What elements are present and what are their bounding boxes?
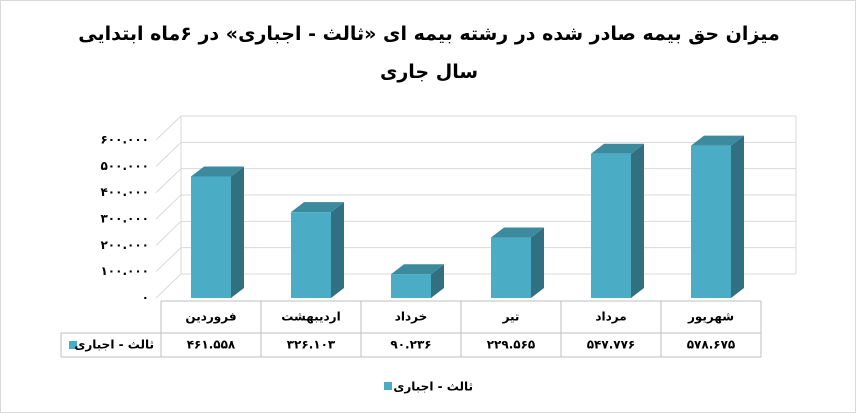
table-value: ۵۴۷.۷۷۶ (587, 338, 636, 352)
bar-side (331, 202, 344, 298)
bar-top (491, 227, 544, 238)
y-tick-label: ۲۰۰.۰۰۰ (100, 238, 149, 252)
x-tick-label: تیر (502, 310, 520, 324)
bar-side (631, 143, 644, 298)
table-value: ۹۰.۲۳۶ (390, 338, 431, 352)
table-series-name: ثالث - اجباری (74, 338, 154, 352)
bar (691, 145, 731, 298)
bar-top (591, 143, 644, 154)
y-tick-label: ۳۰۰.۰۰۰ (100, 212, 149, 226)
grid-line (155, 115, 796, 141)
bar (591, 153, 631, 298)
table-value: ۴۶۱.۵۵۸ (187, 338, 236, 352)
legend-key (384, 382, 392, 390)
x-tick-label: شهریور (687, 310, 734, 325)
bar-top (391, 264, 444, 275)
y-tick-label: ۰ (142, 291, 149, 305)
bar-side (231, 166, 244, 298)
bar-side (731, 135, 744, 298)
table-value: ۲۲۹.۵۶۵ (487, 338, 536, 352)
bar-top (691, 135, 744, 146)
y-tick-label: ۶۰۰.۰۰۰ (100, 133, 149, 147)
table-value: ۵۷۸.۶۷۵ (687, 338, 736, 352)
y-tick-label: ۵۰۰.۰۰۰ (100, 159, 149, 173)
legend-label: ثالث - اجباری (393, 380, 473, 394)
bar (191, 176, 231, 298)
x-tick-label: اردیبهشت (281, 310, 340, 324)
x-tick-label: مرداد (595, 310, 626, 324)
bar (291, 212, 331, 298)
chart-title: میزان حق بیمه صادر شده در رشته بیمه ای «… (78, 23, 780, 83)
bar-top (291, 202, 344, 213)
table-value: ۳۲۶.۱۰۳ (287, 338, 336, 352)
y-tick-label: ۱۰۰.۰۰۰ (100, 264, 149, 278)
bar-side (431, 264, 444, 298)
bar (391, 274, 431, 298)
x-tick-label: خرداد (395, 310, 428, 324)
bar-side (531, 227, 544, 298)
bar (491, 237, 531, 298)
x-tick-label: فروردین (185, 310, 236, 325)
bar-top (191, 166, 244, 177)
legend-key (69, 341, 77, 349)
y-tick-label: ۴۰۰.۰۰۰ (100, 185, 149, 199)
